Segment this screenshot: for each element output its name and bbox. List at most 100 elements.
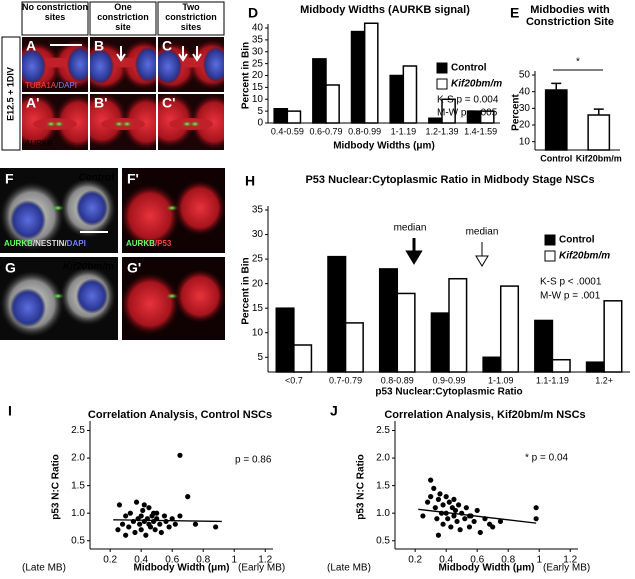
point [463, 505, 469, 511]
stain: /NESTIN/ [33, 239, 68, 248]
bar [544, 89, 568, 151]
point [457, 527, 463, 533]
y-tick-label: 30 [252, 229, 264, 240]
x-axis-title: p53 Nuclear:Cytoplasmic Ratio [375, 387, 522, 398]
header-box [157, 1, 225, 36]
point [143, 532, 149, 538]
panel-letter: B [94, 38, 104, 54]
median-arrow [405, 238, 423, 265]
x-tick-label: 1-1.19 [391, 126, 417, 136]
point [440, 502, 446, 508]
y-tick-label: 35 [252, 205, 264, 216]
micrograph [158, 37, 224, 92]
point [431, 485, 437, 491]
y-axis-title: p53 N:C Ratio [51, 454, 62, 520]
point [455, 502, 462, 508]
point [116, 502, 123, 508]
bar [479, 110, 495, 124]
x-tick-label: 1-1.09 [488, 375, 514, 385]
legend-label: Kif20bm/m [559, 251, 610, 262]
condition: Control [78, 173, 114, 184]
panel-letter: E [510, 5, 519, 21]
point [428, 477, 434, 483]
x-tick-label: 0.7-0.79 [329, 375, 362, 385]
column-header-text: Two constriction sites [165, 3, 217, 32]
bar [293, 344, 313, 373]
point [133, 499, 140, 505]
annotation: (Late MB) [327, 563, 371, 574]
y-tick-label: 1.5 [376, 480, 390, 491]
bar [275, 307, 295, 373]
point [445, 516, 451, 522]
panel-letter: G [5, 260, 16, 276]
point [533, 505, 539, 511]
x-tick-label: 1.2+ [595, 375, 613, 385]
y-tick-label: 5 [257, 106, 263, 117]
point [146, 505, 152, 511]
point [140, 507, 146, 514]
annotation: M-W p = .001 [540, 291, 601, 302]
chart-title: Midbodies with Constriction Site [526, 4, 614, 28]
stain: DAPI [67, 239, 86, 248]
bar [312, 58, 327, 124]
point [169, 516, 175, 522]
point [127, 510, 133, 516]
point [477, 529, 483, 536]
annotation: * p = 0.04 [525, 453, 569, 464]
y-tick-label: 0.5 [376, 535, 390, 546]
stain: TUBA1A [25, 81, 57, 90]
point [490, 524, 496, 530]
x-tick-label: 1.2 [563, 555, 577, 566]
y-tick-label: 40 [252, 23, 264, 34]
point [192, 521, 199, 527]
bar [378, 268, 399, 373]
panel-letter: F' [127, 171, 139, 187]
bar [428, 117, 443, 124]
panel-letter: C [162, 38, 172, 54]
stain-label: AURKB/P53 [126, 239, 172, 248]
y-tick-label: 30 [252, 46, 264, 57]
point [435, 496, 442, 502]
point [424, 499, 431, 505]
bar [585, 361, 605, 373]
panel-letter: C' [162, 95, 175, 111]
point [452, 507, 459, 514]
annotation: median [466, 227, 499, 238]
chart-title: Correlation Analysis, Control NSCs [87, 409, 273, 421]
panel-letter: F [5, 171, 14, 187]
x-tick-label: Control [540, 153, 572, 163]
stain-label: TUBA1A/DAPI [25, 81, 77, 90]
image-grid: F F' G G' Control Kif20bm/m AURKB/NESTIN… [0, 168, 225, 340]
point [172, 521, 178, 527]
point [157, 521, 163, 527]
panel-letter: D [248, 5, 258, 21]
point [132, 529, 138, 536]
y-tick-label: 15 [252, 82, 264, 93]
panel-letter: G' [127, 260, 141, 276]
x-tick-label: 0.4 [134, 555, 148, 566]
point [533, 516, 539, 522]
y-tick-label: 1.5 [71, 480, 85, 491]
point [163, 518, 169, 525]
x-axis-title: Midbody Width (μm) [133, 563, 229, 574]
panel-letter: H [245, 173, 255, 189]
point [123, 513, 129, 519]
stain-label: AURKB [25, 139, 53, 148]
x-tick-label: 0.8 [196, 555, 210, 566]
side-label: E12.5 + 1DIV [5, 67, 15, 121]
chart-title-text: P53 Nuclear:Cytoplasmic Ratio in Midbody… [305, 174, 595, 186]
point [454, 518, 460, 525]
x-tick-label: 0.4-0.59 [271, 126, 304, 136]
annotation: (Late MB) [22, 563, 66, 574]
chart-title-text: Correlation Analysis, Control NSCs [87, 409, 273, 421]
point [137, 521, 143, 527]
y-tick-label: 5 [257, 352, 263, 363]
chart-title-text: Correlation Analysis, Kif20bm/m NSCs [384, 409, 586, 421]
point [435, 532, 442, 538]
x-tick-label: 0.2 [103, 555, 117, 566]
point [138, 527, 144, 533]
stain: /P53 [155, 239, 172, 248]
annotation: (Early MB) [543, 563, 590, 574]
error-bar [593, 108, 604, 115]
